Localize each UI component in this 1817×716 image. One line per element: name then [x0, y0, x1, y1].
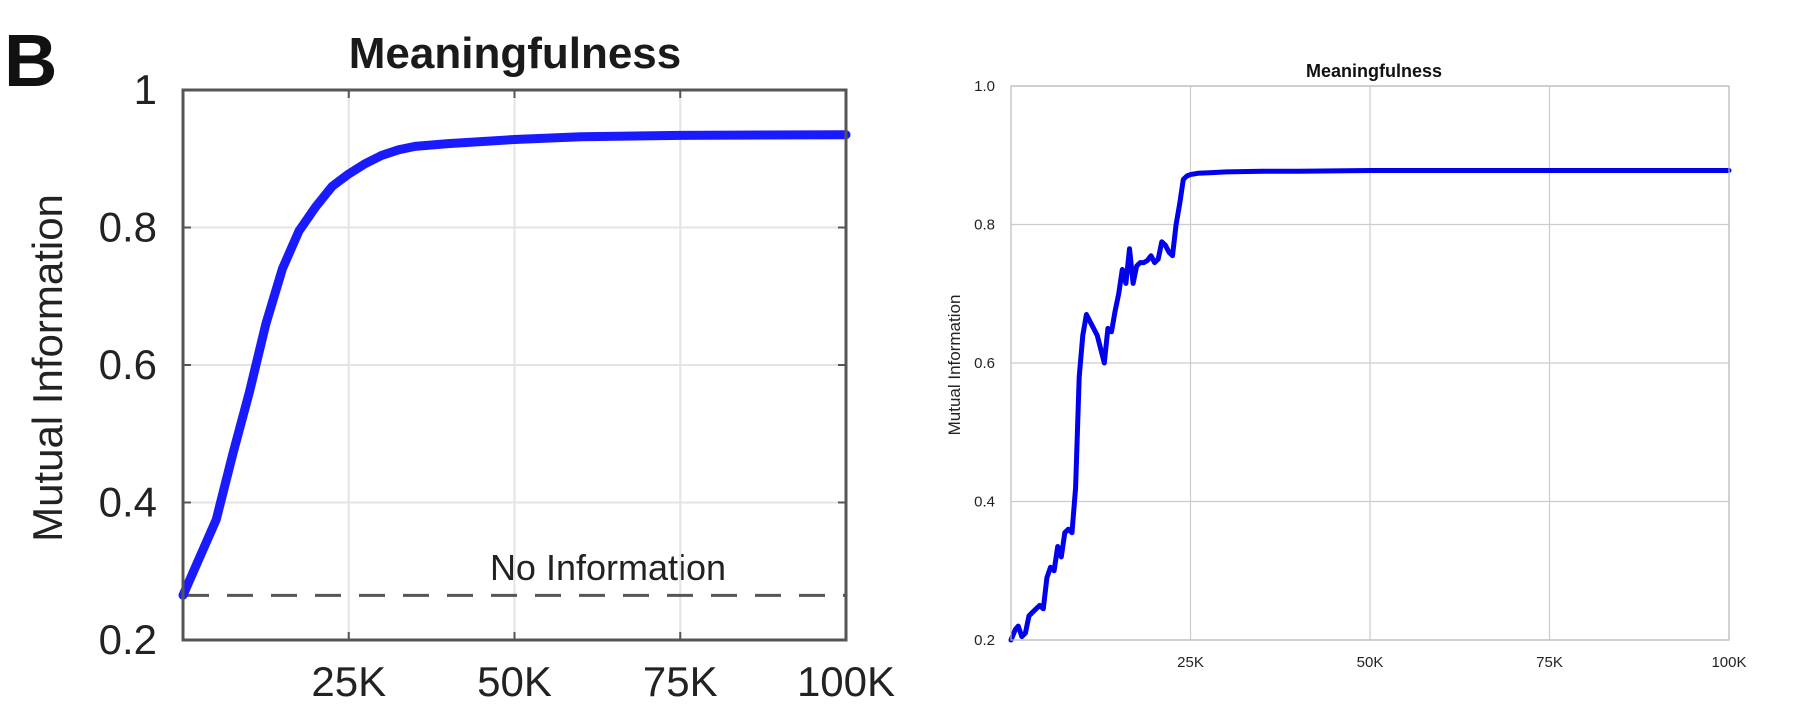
panel-label: B	[4, 19, 57, 102]
left-series-group	[178, 130, 851, 600]
left-y-axis-label: Mutual Information	[24, 194, 71, 542]
x-tick-label: 100K	[1711, 654, 1746, 671]
left-grid	[183, 89, 847, 641]
right-y-ticks: 1.0 0.8 0.6 0.4 0.2	[974, 78, 995, 649]
y-tick-label: 0.4	[974, 494, 995, 511]
y-tick-label: 0.6	[974, 355, 995, 372]
y-tick-label: 0.2	[974, 632, 995, 649]
x-tick-label: 50K	[1357, 654, 1384, 671]
right-x-ticks: 25K 50K 75K 100K	[1177, 654, 1746, 671]
x-tick-label: 75K	[1536, 654, 1563, 671]
x-tick-label: 100K	[797, 658, 895, 705]
x-tick-label: 25K	[1177, 654, 1204, 671]
left-no-information-annotation: No Information	[490, 547, 726, 588]
left-chart-panel: B Meaningfulness Mutual Information No I…	[4, 19, 895, 705]
y-tick-label: 0.8	[974, 217, 995, 234]
right-series-group	[1008, 168, 1732, 643]
x-tick-label: 50K	[477, 658, 552, 705]
left-x-ticks: 25K 50K 75K 100K	[311, 90, 895, 705]
y-tick-label: 0.4	[99, 479, 157, 526]
y-tick-label: 1	[134, 66, 157, 113]
x-tick-label: 75K	[643, 658, 718, 705]
y-tick-label: 1.0	[974, 78, 995, 95]
right-chart-panel: Meaningfulness Mutual Information 1.0 0.8…	[945, 61, 1747, 671]
left-chart-title: Meaningfulness	[349, 29, 682, 78]
left-y-ticks: 1 0.8 0.6 0.4 0.2	[99, 66, 846, 663]
x-tick-label: 25K	[311, 658, 386, 705]
right-plot-frame	[1010, 85, 1730, 641]
right-y-axis-label: Mutual Information	[945, 295, 964, 436]
y-tick-label: 0.2	[99, 616, 157, 663]
series-line	[1008, 168, 1732, 643]
y-tick-label: 0.6	[99, 341, 157, 388]
right-chart-title: Meaningfulness	[1306, 61, 1442, 81]
y-tick-label: 0.8	[99, 204, 157, 251]
series-line	[178, 130, 851, 600]
